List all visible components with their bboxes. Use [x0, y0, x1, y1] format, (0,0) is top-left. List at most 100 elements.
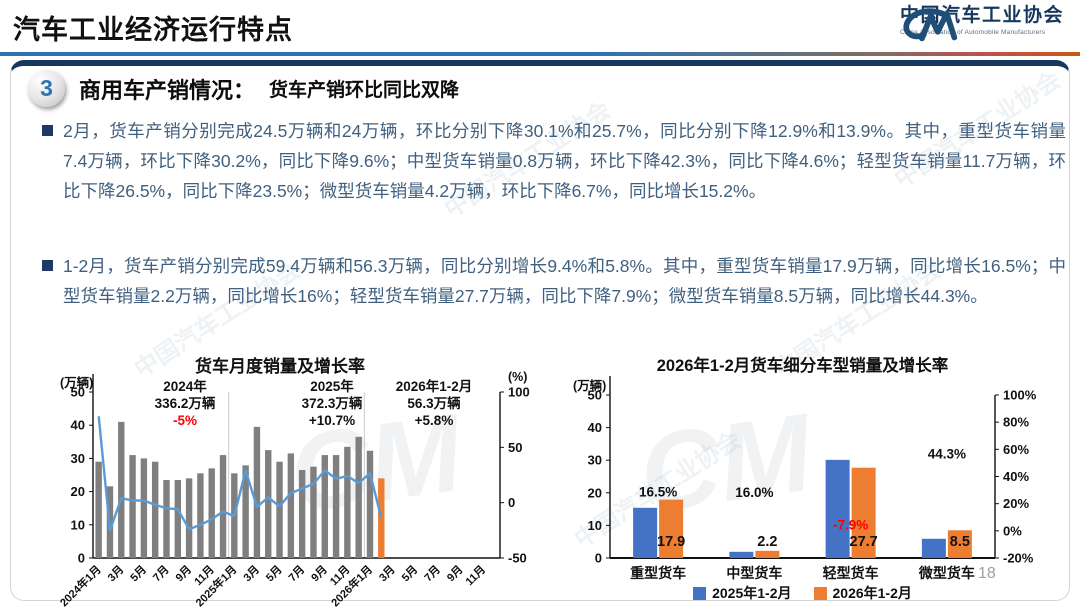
right-axis-tick-label: 0 — [508, 495, 515, 510]
right-axis-tick-label: 50 — [508, 440, 522, 455]
left-axis-tick-label: 20 — [71, 484, 85, 499]
x-axis-tick-label: 3月 — [105, 563, 126, 584]
bullet-marker — [42, 125, 53, 136]
bar — [242, 465, 249, 558]
bar-value-label: 27.7 — [850, 534, 878, 550]
x-axis-tick-label: 5月 — [263, 563, 284, 584]
x-axis-tick-label: 3月 — [376, 563, 397, 584]
chart-legend: 2025年1-2月 2026年1-2月 — [610, 583, 995, 603]
bar — [174, 479, 181, 558]
category-label: 轻型货车 — [823, 565, 879, 581]
bar — [287, 453, 295, 558]
x-axis-tick-label: 9月 — [309, 563, 330, 584]
caam-logo: 中国汽车工业协会 China Association of Automobile… — [899, 5, 1064, 42]
bar — [95, 461, 102, 558]
legend-item: 2025年1-2月 — [693, 583, 792, 603]
bar — [151, 461, 159, 558]
bar-value-label: 17.9 — [657, 534, 685, 550]
bar — [140, 458, 148, 558]
bar — [366, 450, 374, 558]
year-summary-annotation: 2025年 372.3万辆 +10.7% — [301, 379, 363, 428]
bar — [129, 455, 136, 558]
left-chart-right-axis-unit: (%) — [508, 370, 528, 384]
section-title: 商用车产销情况： — [79, 77, 256, 103]
section-header: 3 商用车产销情况： 货车产销环比同比双降 — [28, 70, 459, 107]
bullet-text: 2月，货车产销分别完成24.5万辆和24万辆，环比分别下降30.1%和25.7%… — [63, 121, 1066, 201]
left-chart-left-axis-unit: (万辆) — [60, 376, 94, 390]
category-label: 中型货车 — [726, 565, 782, 581]
x-axis-tick-label: 5月 — [399, 563, 420, 584]
bar — [197, 473, 204, 558]
page-title: 汽车工业经济运行特点 — [13, 15, 293, 45]
content-panel — [10, 60, 1070, 601]
truck-segment-sales-chart: 0 10 20 30 40 50 100% 80% 60% 40% 20% 0% -20% 16.5% 17… — [565, 352, 1070, 607]
growth-label: -7.9% — [833, 518, 868, 533]
x-axis-tick-label: 9月 — [444, 563, 465, 584]
bar-value-label: 2.2 — [757, 534, 777, 550]
x-axis-tick-label: 7月 — [286, 563, 307, 584]
section-number-badge: 3 — [28, 70, 65, 107]
right-axis-tick-label: 20% — [1003, 496, 1029, 511]
right-axis-tick-label: 100% — [1003, 388, 1037, 403]
section-subtitle: 货车产销环比同比双降 — [269, 80, 460, 101]
monthly-truck-sales-chart: 0 10 20 30 40 50 -50 0 50 100 2024年1月 3月 5月 7月 9月 11月 20… — [60, 352, 560, 607]
bar-2025 — [921, 538, 946, 558]
bar — [208, 468, 215, 558]
year-summary-annotation: 2024年 336.2万辆 -5% — [154, 379, 216, 428]
left-axis-tick-label: 30 — [588, 453, 602, 468]
right-chart-title: 2026年1-2月货车细分车型销量及增长率 — [656, 357, 949, 375]
bar-2025 — [825, 459, 850, 558]
legend-swatch — [693, 586, 707, 600]
growth-label: 16.0% — [735, 485, 773, 500]
x-axis-tick-label: 11月 — [463, 563, 488, 588]
right-axis-tick-label: 80% — [1003, 415, 1029, 430]
bar — [163, 479, 170, 558]
left-axis-tick-label: 50 — [71, 385, 85, 400]
legend-label: 2025年1-2月 — [712, 585, 792, 601]
bar — [321, 455, 328, 558]
bar — [332, 455, 340, 558]
x-axis-tick-label: 2024年1月 — [60, 562, 104, 607]
legend-swatch — [813, 586, 827, 600]
header-rule — [0, 52, 1080, 56]
truck-segment-sales-plot: 0 10 20 30 40 50 100% 80% 60% 40% 20% 0% -20% 16.5% 17… — [588, 376, 1037, 581]
growth-rate-line — [97, 416, 383, 532]
year-summary-annotation: 2026年1-2月 56.3万辆 +5.8% — [395, 379, 473, 428]
bullet-paragraph-february: 2月，货车产销分别完成24.5万辆和24万辆，环比分别下降30.1%和25.7%… — [42, 116, 1066, 206]
left-axis-tick-label: 50 — [588, 388, 602, 403]
left-axis-tick-label: 0 — [595, 551, 602, 566]
left-axis-tick-label: 0 — [78, 551, 85, 566]
bar — [344, 446, 351, 558]
category-label: 微型货车 — [918, 565, 975, 581]
category-label: 重型货车 — [630, 565, 686, 581]
right-axis-tick-label: 100 — [508, 385, 530, 400]
bar-2025 — [729, 551, 754, 558]
bullet-paragraph-jan-feb: 1-2月，货车产销分别完成59.4万辆和56.3万辆，同比分别增长9.4%和5.… — [42, 251, 1066, 311]
right-axis-tick-label: 0% — [1003, 523, 1022, 538]
x-axis-tick-label: 5月 — [128, 563, 149, 584]
left-axis-tick-label: 30 — [71, 451, 85, 466]
right-axis-tick-label: 60% — [1003, 442, 1029, 457]
right-axis-tick-label: -20% — [1003, 551, 1034, 566]
bar-2025 — [633, 507, 658, 558]
x-axis-tick-label: 7月 — [150, 563, 171, 584]
bar — [265, 450, 272, 558]
growth-label: 44.3% — [928, 447, 966, 462]
bullet-text: 1-2月，货车产销分别完成59.4万辆和56.3万辆，同比分别增长9.4%和5.… — [63, 256, 1066, 306]
x-axis-tick-label: 9月 — [173, 563, 194, 584]
bar — [310, 466, 317, 558]
bar — [118, 421, 125, 558]
bullet-marker — [42, 260, 53, 271]
legend-item: 2026年1-2月 — [813, 583, 912, 603]
bar-2026 — [947, 530, 972, 558]
page-number: 18 — [978, 565, 996, 582]
x-axis-tick-label: 7月 — [422, 563, 443, 584]
bar — [276, 461, 283, 558]
left-axis-tick-label: 40 — [71, 418, 85, 433]
right-axis-tick-label: 40% — [1003, 469, 1029, 484]
left-axis-tick-label: 20 — [588, 485, 602, 500]
bar — [355, 436, 362, 558]
logo-name-en: China Association of Automobile Manufact… — [899, 28, 1046, 36]
